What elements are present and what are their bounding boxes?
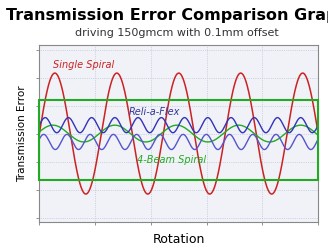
X-axis label: Rotation: Rotation [153, 233, 205, 246]
Y-axis label: Transmission Error: Transmission Error [17, 85, 27, 182]
Text: 4-Beam Spiral: 4-Beam Spiral [137, 155, 206, 165]
Text: driving 150gmcm with 0.1mm offset: driving 150gmcm with 0.1mm offset [75, 28, 279, 38]
Text: Transmission Error Comparison Graph: Transmission Error Comparison Graph [6, 8, 328, 23]
Text: Reli-a-Flex: Reli-a-Flex [129, 107, 180, 117]
Bar [39, 100, 318, 180]
Text: Single Spiral: Single Spiral [53, 60, 114, 70]
